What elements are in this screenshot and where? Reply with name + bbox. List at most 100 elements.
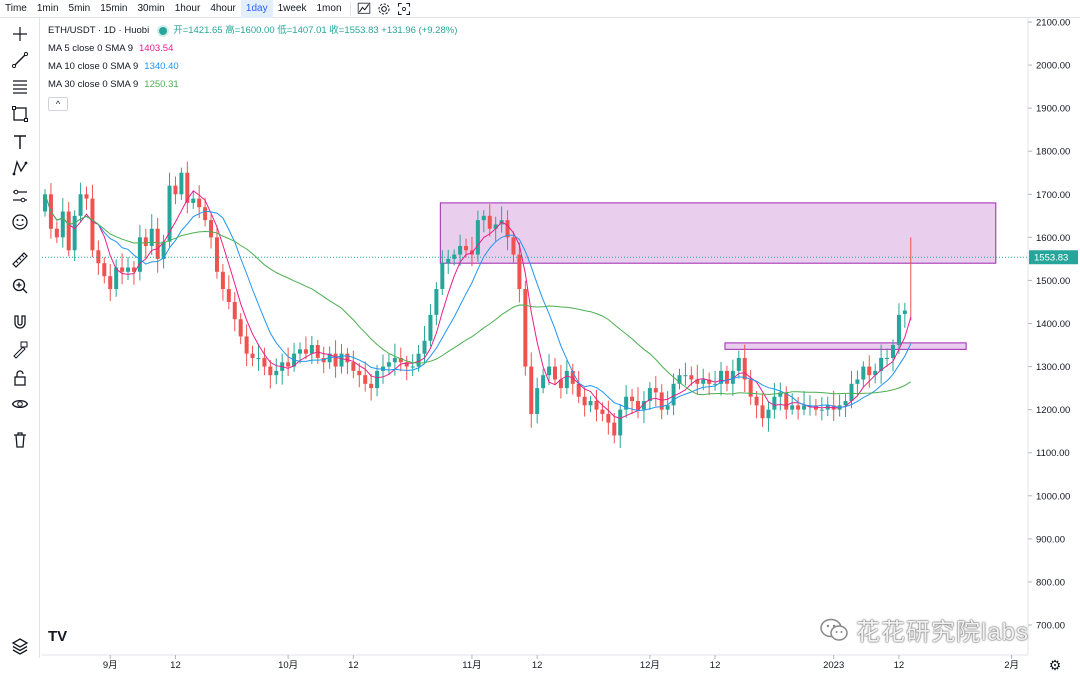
candle-body: [641, 401, 646, 410]
lock-icon[interactable]: [8, 366, 32, 390]
candle-body: [558, 379, 563, 389]
y-tick-label: 900.00: [1036, 534, 1065, 545]
ma30-legend[interactable]: MA 30 close 0 SMA 9 1250.31: [48, 76, 457, 94]
candle-body: [594, 401, 599, 410]
candle-body: [778, 392, 783, 397]
tradingview-logo[interactable]: TV: [48, 628, 68, 645]
candle-body: [576, 383, 581, 397]
x-tick-label: 10月: [278, 660, 298, 671]
candle-body: [185, 172, 190, 203]
timeframe-time[interactable]: Time: [5, 2, 27, 14]
candle-body: [713, 383, 718, 385]
candle-body: [220, 271, 225, 290]
ma5-legend[interactable]: MA 5 close 0 SMA 9 1403.54: [48, 40, 457, 58]
candle-body: [262, 357, 267, 367]
market-status-dot: [159, 27, 168, 35]
candle-body: [309, 345, 314, 354]
candle-body: [861, 366, 866, 380]
candle-body: [760, 405, 765, 419]
candle-body: [671, 383, 676, 406]
settings-icon[interactable]: [374, 0, 394, 18]
timeframe-15min[interactable]: 15min: [100, 2, 128, 14]
timeframe-1week[interactable]: 1week: [277, 2, 307, 14]
candle-body: [197, 198, 202, 208]
wechat-icon: [820, 618, 848, 641]
crosshair-icon[interactable]: [8, 22, 32, 46]
candle-body: [819, 409, 824, 411]
lock-drawing-icon[interactable]: [8, 338, 32, 362]
candle-body: [885, 357, 890, 359]
y-tick-label: 1800.00: [1036, 147, 1070, 158]
ma5-line: [44, 190, 912, 419]
legend-collapse-button[interactable]: ^: [48, 97, 68, 111]
zoom-icon[interactable]: [8, 274, 32, 298]
magnet-icon[interactable]: [8, 310, 32, 334]
candle-body: [748, 379, 753, 397]
timeframe-1day[interactable]: 1day: [240, 0, 273, 18]
layers-icon[interactable]: [8, 634, 32, 658]
timeframe-30min[interactable]: 30min: [137, 2, 165, 14]
chart-legend: ETH/USDT · 1D · Huobi 开=1421.65 高=1600.0…: [48, 22, 457, 111]
candle-body: [102, 263, 107, 277]
candle-body: [665, 405, 670, 410]
timeframe-4hour[interactable]: 4hour: [210, 2, 236, 14]
fullscreen-icon[interactable]: [394, 0, 414, 18]
candle-body: [120, 267, 125, 272]
x-tick-label: 12: [170, 660, 181, 671]
text-icon[interactable]: [8, 130, 32, 154]
candle-body: [173, 185, 178, 195]
timeframe-1hour[interactable]: 1hour: [174, 2, 201, 14]
timeframe-1min[interactable]: 1min: [36, 2, 59, 14]
candle-body: [369, 383, 374, 389]
trendline-icon[interactable]: [8, 48, 32, 72]
candle-body: [564, 370, 569, 389]
timeframe-1mon[interactable]: 1mon: [316, 2, 342, 14]
x-tick-label: 9月: [103, 660, 118, 671]
ma5-value: 1403.54: [139, 43, 174, 54]
candle-body: [297, 349, 302, 354]
emoji-icon[interactable]: [8, 210, 32, 234]
candle-body: [43, 194, 47, 212]
fib-icon[interactable]: [8, 74, 32, 98]
prediction-icon[interactable]: [8, 184, 32, 208]
chart-settings-icon[interactable]: ⚙: [1048, 657, 1062, 673]
candle-body: [167, 185, 172, 242]
candle-body: [879, 357, 884, 371]
candle-body: [268, 366, 273, 376]
y-tick-label: 800.00: [1036, 577, 1065, 588]
candle-body: [529, 366, 534, 414]
y-tick-label: 1600.00: [1036, 233, 1070, 244]
candle-body: [392, 357, 397, 363]
candle-body: [209, 220, 214, 238]
candle-body: [736, 357, 741, 371]
candle-body: [66, 211, 71, 251]
candle-body: [363, 375, 368, 384]
symbol-label: ETH/USDT · 1D · Huobi: [48, 25, 150, 36]
candle-body: [303, 349, 308, 354]
pattern-icon[interactable]: [8, 156, 32, 180]
eye-icon[interactable]: [8, 392, 32, 416]
candle-body: [742, 357, 747, 380]
candle-body: [547, 366, 552, 376]
candle-body: [902, 310, 907, 315]
y-tick-label: 1900.00: [1036, 104, 1070, 115]
y-tick-label: 700.00: [1036, 621, 1065, 632]
watermark-text: 花花研究院labs: [856, 619, 1030, 646]
timeframe-5min[interactable]: 5min: [68, 2, 91, 14]
candle-body: [754, 396, 759, 406]
ma5-label: MA 5 close 0 SMA 9: [48, 43, 134, 54]
indicator-icon[interactable]: [354, 0, 374, 18]
candle-body: [351, 362, 356, 371]
candle-body: [487, 215, 492, 229]
candle-body: [677, 375, 682, 384]
rectangle-icon[interactable]: [8, 102, 32, 126]
drawing-toolbar: [0, 18, 40, 658]
ma10-legend[interactable]: MA 10 close 0 SMA 9 1340.40: [48, 58, 457, 76]
last-price-label: 1553.83: [1034, 253, 1068, 264]
trash-icon[interactable]: [8, 428, 32, 452]
x-tick-label: 12: [348, 660, 359, 671]
candle-body: [333, 353, 338, 367]
ruler-icon[interactable]: [8, 248, 32, 272]
candle-body: [446, 258, 451, 264]
